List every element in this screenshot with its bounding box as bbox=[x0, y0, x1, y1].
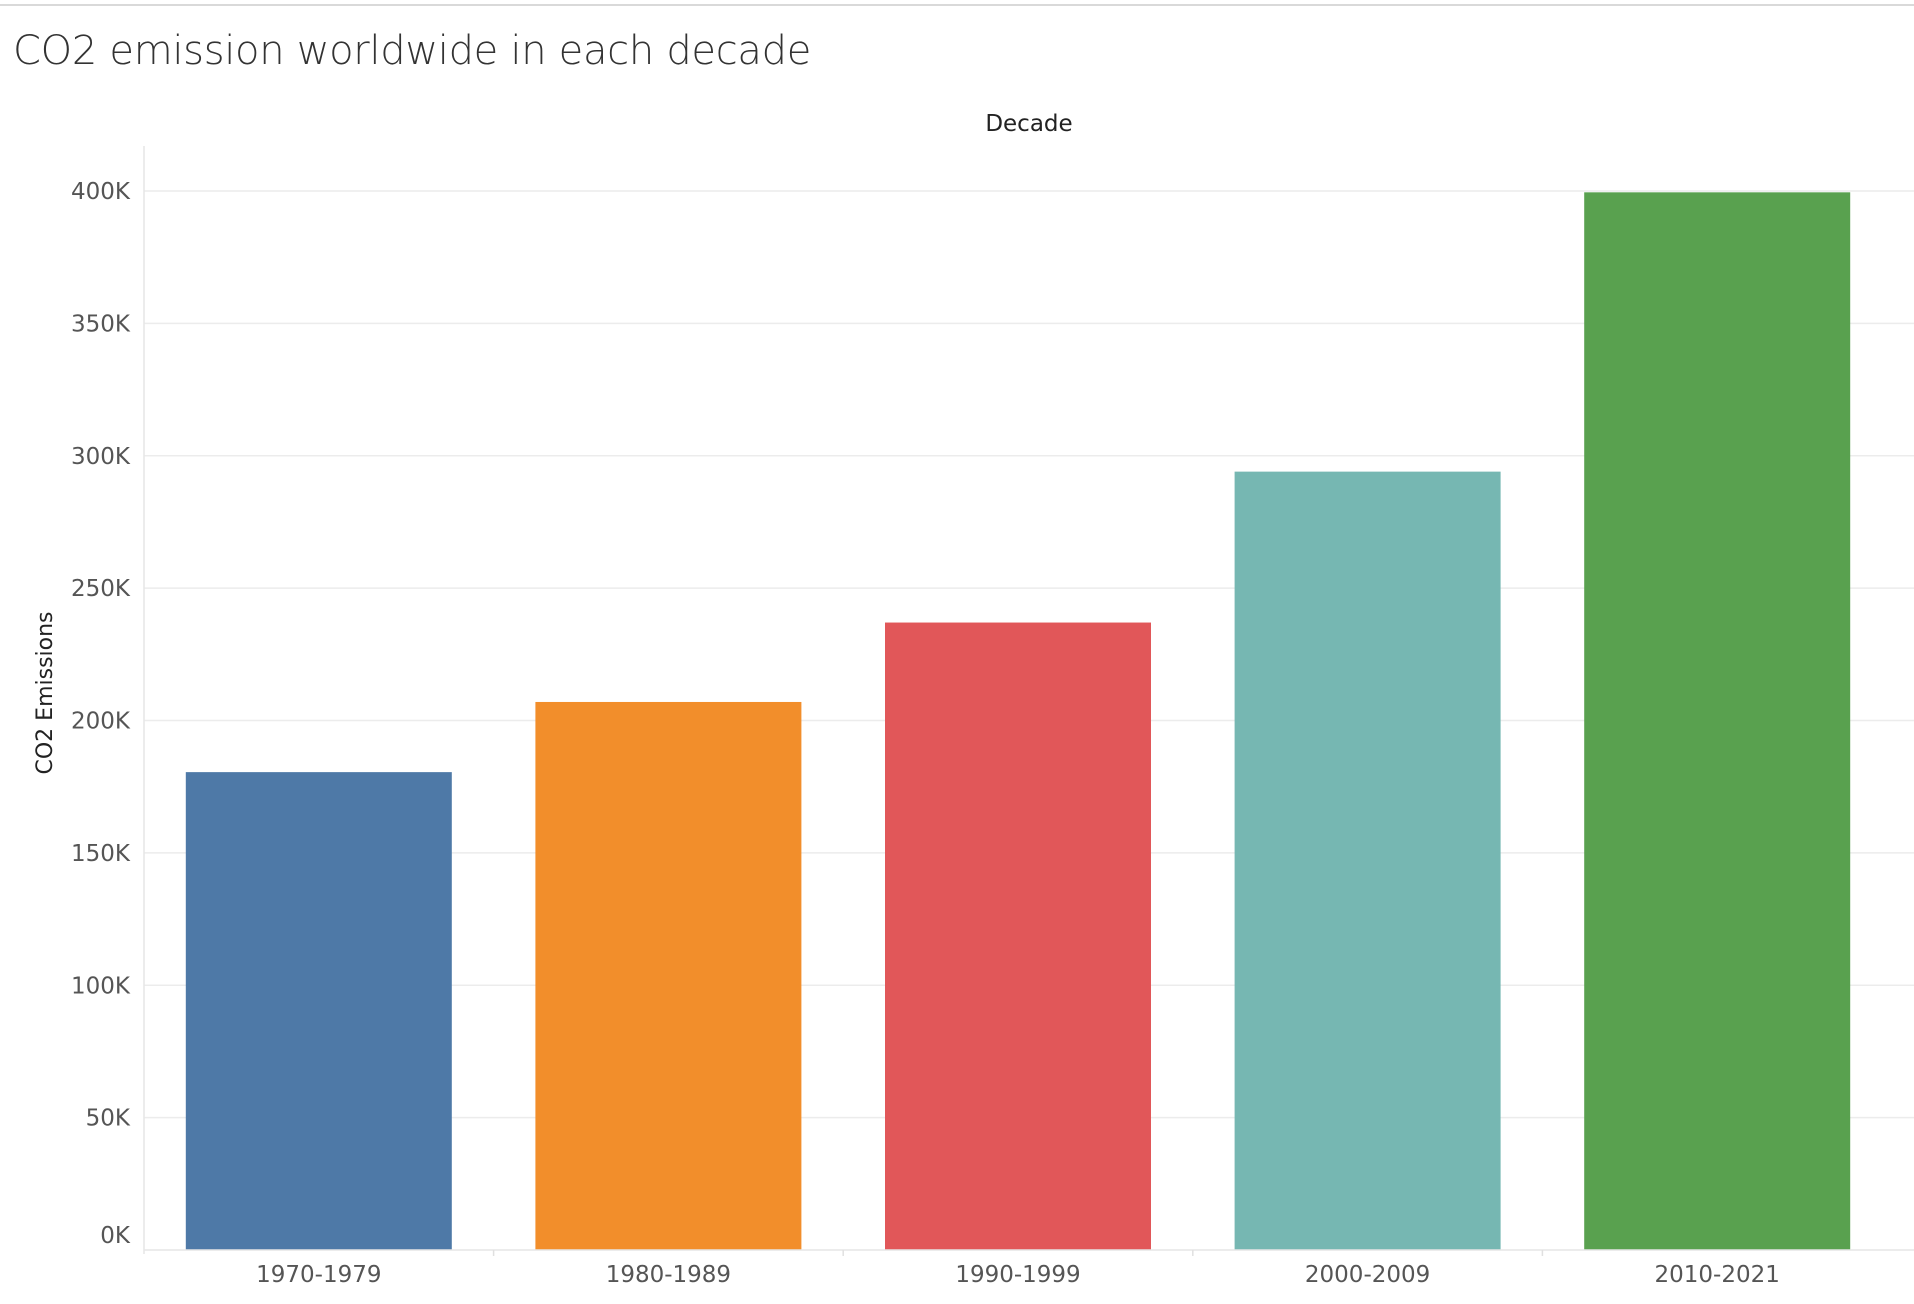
x-tick-label: 1980-1989 bbox=[606, 1262, 731, 1288]
y-tick-label: 200K bbox=[71, 709, 131, 735]
chart-title: CO2 emission worldwide in each decade bbox=[13, 28, 812, 74]
bar[interactable] bbox=[885, 622, 1151, 1250]
x-tick-label: 1990-1999 bbox=[955, 1262, 1080, 1288]
y-tick-label: 400K bbox=[71, 179, 131, 205]
y-axis-title: CO2 Emissions bbox=[33, 611, 58, 774]
y-tick-label: 150K bbox=[71, 841, 131, 867]
column-header: Decade bbox=[985, 111, 1072, 137]
y-tick-label: 300K bbox=[71, 444, 131, 470]
axes bbox=[143, 146, 1914, 1254]
x-tick-label: 2010-2021 bbox=[1655, 1262, 1780, 1288]
bar[interactable] bbox=[535, 701, 802, 1250]
x-tick-label: 1970-1979 bbox=[256, 1262, 381, 1288]
bar[interactable] bbox=[1234, 471, 1501, 1250]
y-tick-label: 0K bbox=[100, 1223, 131, 1249]
bar[interactable] bbox=[1584, 192, 1851, 1251]
y-tick-label: 250K bbox=[71, 576, 131, 602]
x-tick-label: 2000-2009 bbox=[1305, 1262, 1430, 1288]
y-tick-labels: 0K 50K 100K 150K 200K 250K 300K 350K 400K bbox=[71, 179, 131, 1249]
y-tick-label: 50K bbox=[86, 1106, 131, 1132]
y-tick-label: 100K bbox=[71, 973, 131, 999]
bar[interactable] bbox=[185, 772, 452, 1250]
top-border bbox=[0, 0, 1914, 6]
bars bbox=[185, 192, 1851, 1251]
y-tick-label: 350K bbox=[71, 311, 131, 337]
x-tick-labels: 1970-1979 1980-1989 1990-1999 2000-2009 2010… bbox=[256, 1250, 1780, 1288]
